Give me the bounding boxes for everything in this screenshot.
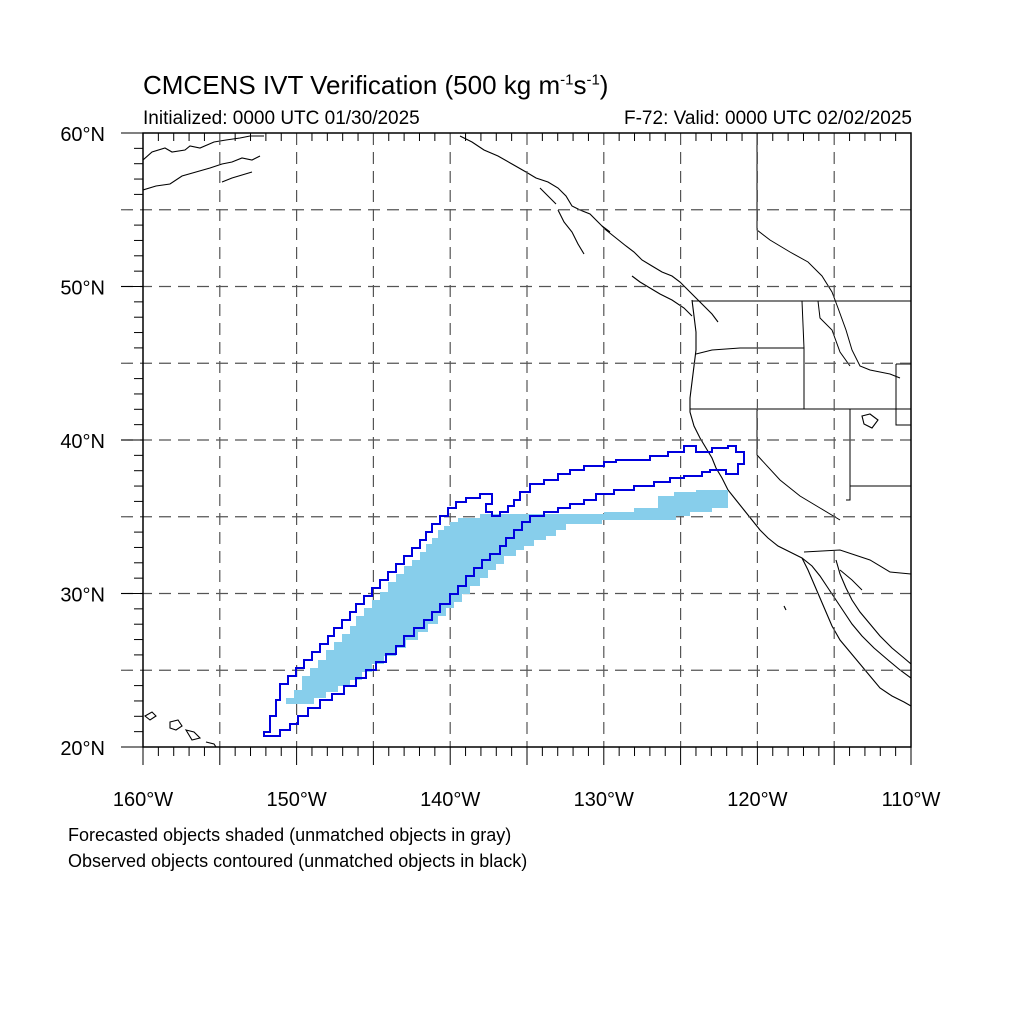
longitude-label: 160°W (113, 789, 173, 811)
title-exponent: -1 (560, 71, 574, 89)
legend-note-forecast: Forecasted objects shaded (unmatched obj… (68, 825, 512, 845)
latitude-labels: 60°N 50°N 40°N 30°N 20°N (60, 124, 105, 760)
longitude-label: 110°W (882, 789, 941, 811)
longitude-label: 130°W (574, 789, 634, 811)
longitude-labels: 160°W 150°W 140°W 130°W 120°W 110°W (113, 789, 941, 811)
title-text: CMCENS IVT Verification (500 kg m (143, 70, 561, 100)
latitude-label: 20°N (60, 738, 105, 760)
observed-ivt-contour (263, 445, 745, 737)
forecast-ivt-object (286, 490, 728, 704)
longitude-label: 140°W (420, 789, 480, 811)
title-exponent: -1 (586, 71, 600, 89)
observed-ivt-contour-outline (263, 445, 745, 737)
title-text-end: ) (599, 70, 609, 100)
valid-time: F-72: Valid: 0000 UTC 02/02/2025 (624, 108, 912, 129)
latitude-label: 60°N (60, 124, 105, 146)
latitude-label: 50°N (60, 278, 105, 300)
latitude-label: 30°N (60, 585, 105, 607)
latitude-label: 40°N (60, 431, 105, 453)
initialized-time: Initialized: 0000 UTC 01/30/2025 (143, 108, 420, 129)
political-boundaries (690, 133, 911, 591)
forecast-ivt-shading (286, 490, 728, 704)
map-title: CMCENS IVT Verification (500 kg m-1s-1) (143, 70, 608, 101)
title-text-s: s (573, 70, 587, 100)
legend-note-observed: Observed objects contoured (unmatched ob… (68, 851, 528, 871)
map-ticks (121, 132, 912, 765)
longitude-label: 120°W (727, 789, 787, 811)
longitude-label: 150°W (266, 789, 326, 811)
coastlines (143, 135, 911, 747)
map-gridlines (121, 133, 911, 747)
